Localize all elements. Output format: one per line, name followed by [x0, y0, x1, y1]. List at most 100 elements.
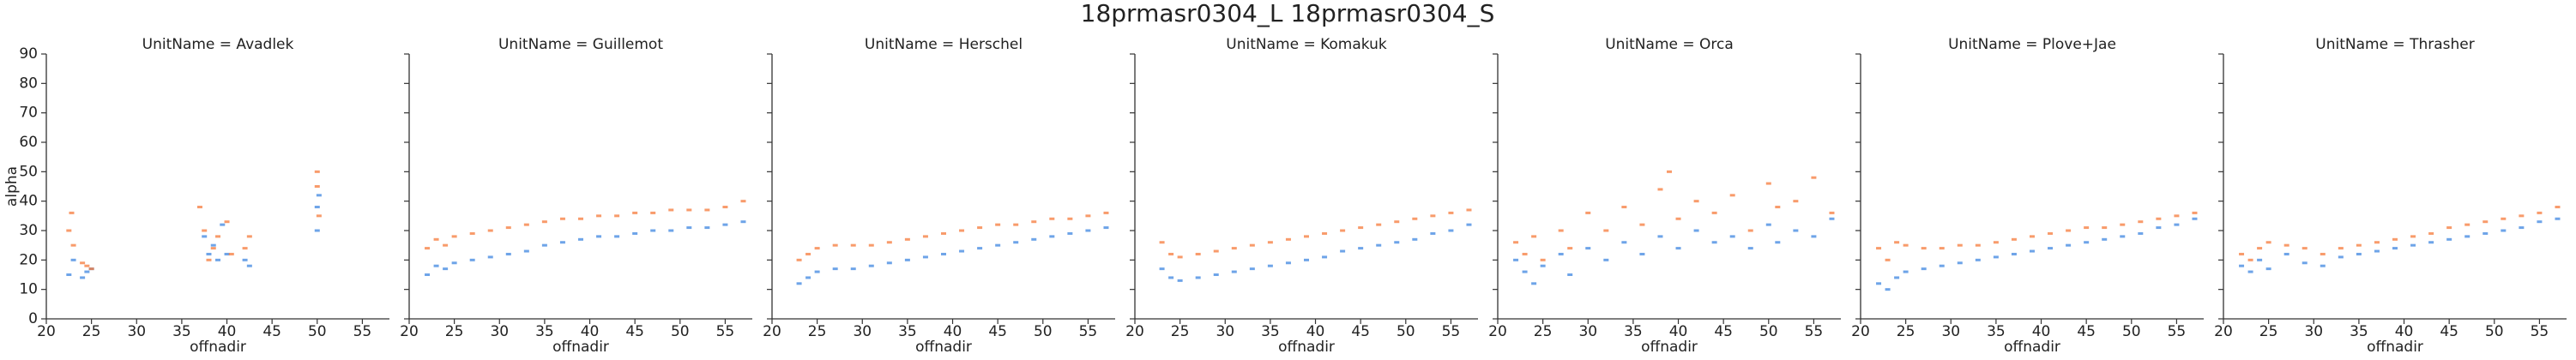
point: [2338, 247, 2344, 250]
point: [2374, 249, 2380, 253]
point: [1894, 276, 1900, 279]
point: [505, 226, 511, 230]
point: [868, 243, 874, 247]
point: [1031, 220, 1037, 224]
point: [722, 206, 728, 209]
point: [814, 247, 820, 250]
point: [228, 252, 234, 255]
x-axis-label: offnadir: [552, 339, 609, 356]
point: [425, 247, 431, 250]
point: [2283, 252, 2289, 255]
x-axis-label: offnadir: [1641, 339, 1698, 356]
point: [443, 267, 449, 271]
point: [650, 211, 656, 214]
point: [2066, 229, 2072, 232]
point: [650, 229, 656, 232]
point: [2302, 247, 2308, 250]
point: [1621, 206, 1627, 209]
point: [1085, 214, 1091, 218]
point: [316, 194, 322, 197]
point: [1267, 241, 1273, 244]
x-tick-label: 25: [1171, 323, 1190, 340]
point: [1376, 223, 1382, 226]
point: [210, 247, 216, 250]
point: [2464, 235, 2470, 238]
point: [1567, 273, 1573, 276]
x-tick-label: 50: [1759, 323, 1778, 340]
point: [1394, 220, 1400, 224]
point: [1466, 208, 1472, 212]
x-tick-label: 30: [853, 323, 872, 340]
y-tick-label: 20: [19, 251, 38, 268]
x-tick-label: 25: [808, 323, 827, 340]
x-tick-label: 55: [353, 323, 372, 340]
point: [1340, 249, 1346, 253]
x-tick-label: 55: [2168, 323, 2187, 340]
point: [868, 264, 874, 267]
x-tick-label: 40: [2395, 323, 2414, 340]
x-tick-label: 25: [1897, 323, 1915, 340]
x-tick-label: 40: [218, 323, 237, 340]
point: [740, 200, 746, 203]
point: [559, 217, 565, 220]
point: [1876, 282, 1882, 285]
point: [977, 226, 983, 230]
point: [1213, 249, 1219, 253]
point: [1177, 279, 1183, 282]
point: [206, 252, 212, 255]
point: [2138, 231, 2144, 235]
point: [2030, 235, 2035, 238]
point: [904, 258, 910, 261]
point: [2257, 258, 2263, 261]
point: [2537, 211, 2543, 214]
point: [1957, 243, 1963, 247]
x-tick-label: 45: [1714, 323, 1733, 340]
point: [80, 261, 86, 265]
x-tick-label: 20: [2214, 323, 2233, 340]
point: [1885, 288, 1891, 291]
point: [215, 235, 220, 238]
point: [2156, 217, 2162, 220]
point: [2446, 237, 2452, 241]
point: [2156, 226, 2162, 230]
point: [1540, 258, 1546, 261]
point: [1775, 206, 1781, 209]
point: [88, 267, 94, 271]
point: [1177, 255, 1183, 259]
y-tick-label: 0: [28, 310, 38, 327]
point: [1067, 231, 1073, 235]
point: [1103, 226, 1109, 230]
point: [1603, 258, 1609, 261]
point: [632, 231, 638, 235]
x-tick-label: 35: [1261, 323, 1280, 340]
point: [1675, 217, 1681, 220]
point: [1811, 176, 1817, 179]
point: [2048, 247, 2054, 250]
point: [1558, 252, 1564, 255]
x-tick-label: 40: [944, 323, 962, 340]
point: [1558, 229, 1564, 232]
point: [1285, 237, 1291, 241]
x-tick-label: 25: [445, 323, 464, 340]
x-tick-label: 20: [1125, 323, 1144, 340]
point: [314, 170, 320, 173]
point: [1049, 235, 1055, 238]
point: [1667, 170, 1672, 173]
point: [1975, 258, 1981, 261]
point: [2138, 220, 2144, 224]
point: [1693, 200, 1699, 203]
point: [505, 252, 511, 255]
point: [1466, 223, 1472, 226]
figure-title: 18prmasr0304_L 18prmasr0304_S: [1081, 0, 1495, 27]
point: [451, 261, 457, 265]
point: [541, 220, 547, 224]
point: [1894, 241, 1900, 244]
point: [1993, 255, 1999, 259]
point: [1213, 273, 1219, 276]
point: [242, 258, 248, 261]
point: [1729, 235, 1735, 238]
x-tick-label: 20: [763, 323, 781, 340]
point: [1522, 270, 1528, 273]
point: [886, 241, 892, 244]
